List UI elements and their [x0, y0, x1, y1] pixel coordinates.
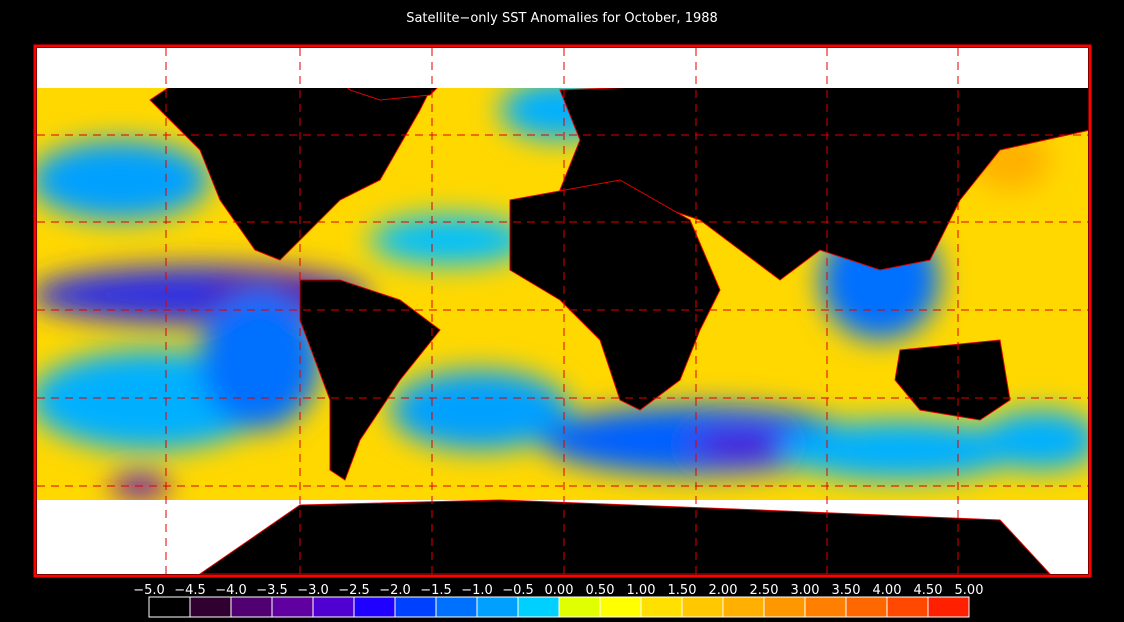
map-title: Satellite−only SST Anomalies for October…: [406, 11, 718, 26]
colorbar-swatch: [476, 596, 519, 618]
colorbar-swatch: [927, 596, 970, 618]
colorbar-label: −5.0: [133, 583, 165, 598]
colorbar-swatch: [435, 596, 478, 618]
colorbar-swatch: [640, 596, 683, 618]
sea-ice-north: [37, 48, 1088, 88]
map-frame: [33, 44, 1092, 578]
colorbar-label: −3.0: [297, 583, 329, 598]
colorbar-label: −0.5: [502, 583, 534, 598]
colorbar-label: 2.50: [750, 583, 779, 598]
colorbar-swatch: [353, 596, 396, 618]
colorbar-swatch: [763, 596, 806, 618]
colorbar-swatch: [681, 596, 724, 618]
colorbar-label: 4.50: [914, 583, 943, 598]
colorbar-swatch: [517, 596, 560, 618]
colorbar-swatch: [722, 596, 765, 618]
colorbar: −5.0 −4.5 −4.0 −3.5 −3.0 −2.5 −2.0 −1.5 −1.0 −0.5…: [133, 583, 984, 618]
colorbar-swatch: [148, 596, 191, 618]
colorbar-swatch: [804, 596, 847, 618]
colorbar-swatch: [189, 596, 232, 618]
colorbar-swatch: [558, 596, 601, 618]
colorbar-label: 0.50: [586, 583, 615, 598]
colorbar-swatch: [394, 596, 437, 618]
colorbar-swatch: [886, 596, 929, 618]
colorbar-label: −1.5: [420, 583, 452, 598]
continents: [149, 64, 1088, 481]
colorbar-swatch: [230, 596, 273, 618]
colorbar-label: −2.0: [379, 583, 411, 598]
colorbar-label: 2.00: [709, 583, 738, 598]
colorbar-label: −4.0: [215, 583, 247, 598]
colorbar-label: −2.5: [338, 583, 370, 598]
colorbar-label: 3.50: [832, 583, 861, 598]
sst-map: [37, 48, 1088, 574]
colorbar-swatch: [599, 596, 642, 618]
colorbar-label: 1.50: [668, 583, 697, 598]
colorbar-swatch: [845, 596, 888, 618]
colorbar-label: −1.0: [461, 583, 493, 598]
colorbar-label: −3.5: [256, 583, 288, 598]
colorbar-swatch: [312, 596, 355, 618]
antarctica: [199, 499, 1051, 574]
colorbar-label: 3.00: [791, 583, 820, 598]
colorbar-swatch: [271, 596, 314, 618]
colorbar-label: −4.5: [174, 583, 206, 598]
colorbar-label: 5.00: [955, 583, 984, 598]
graticule: [37, 48, 1088, 574]
colorbar-label: 1.00: [627, 583, 656, 598]
colorbar-label: 4.00: [873, 583, 902, 598]
colorbar-label: 0.00: [545, 583, 574, 598]
